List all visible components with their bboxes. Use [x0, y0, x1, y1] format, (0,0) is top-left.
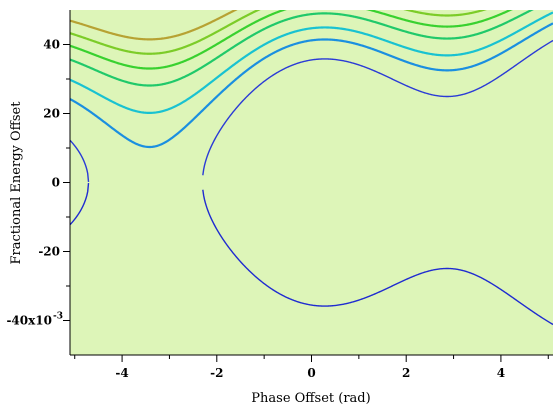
- contour-curves: [70, 10, 553, 326]
- contour-line-5: [70, 10, 513, 70]
- y-tick-label-1: -20: [38, 245, 60, 259]
- x-tick-label-4: 4: [497, 366, 505, 380]
- y-tick-label-4: 40: [43, 38, 60, 52]
- contour-line-6: [70, 10, 487, 55]
- y-tick-label-2: 0: [52, 176, 60, 190]
- x-axis-title: Phase Offset (rad): [251, 391, 370, 406]
- x-tick-label-0: -4: [115, 366, 128, 380]
- y-axis-title: Fractional Energy Offset: [9, 101, 24, 265]
- contour-line-1: [70, 39, 553, 182]
- plot-background: [70, 10, 553, 355]
- y-tick-exponent: -3: [53, 312, 63, 322]
- contour-line-7: [70, 10, 238, 41]
- contour-line-3: [70, 11, 553, 115]
- x-tick-label-3: 2: [402, 366, 410, 380]
- y-tick-label-0: -40x10: [6, 314, 52, 328]
- separatrix-lower: [70, 183, 553, 326]
- contour-line-2: [70, 22, 553, 149]
- contour-line-4: [70, 10, 534, 87]
- y-tick-label-3: 20: [43, 107, 60, 121]
- tick-marks: [63, 44, 549, 362]
- x-tick-label-1: -2: [210, 366, 223, 380]
- x-tick-label-2: 0: [307, 366, 315, 380]
